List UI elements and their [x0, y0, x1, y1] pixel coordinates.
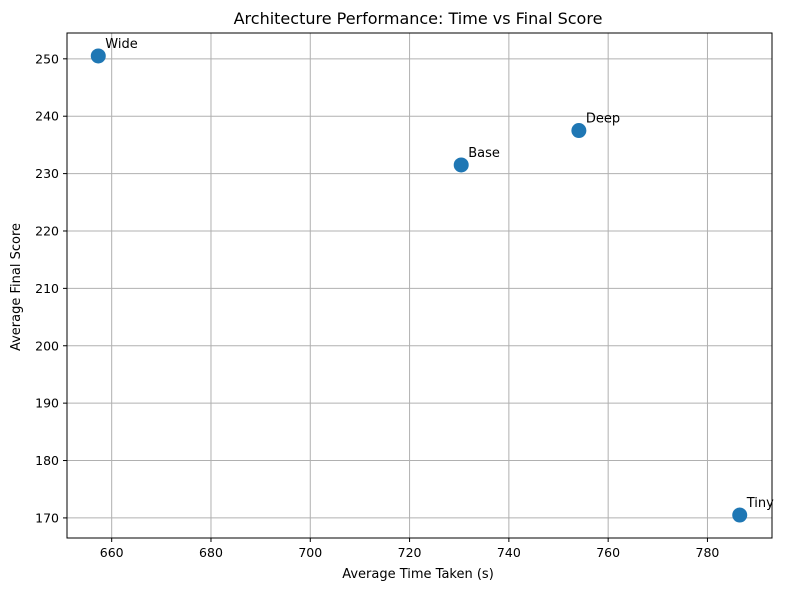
- y-tick-label: 220: [35, 223, 59, 238]
- x-tick-label: 740: [497, 545, 521, 560]
- data-point-wide: [90, 48, 106, 64]
- point-label-deep: Deep: [586, 112, 620, 127]
- chart-title: Architecture Performance: Time vs Final …: [234, 9, 603, 28]
- data-points: Wide Base Deep Tiny: [90, 37, 774, 523]
- x-tick-label: 760: [596, 545, 620, 560]
- x-tick-label: 700: [298, 545, 322, 560]
- x-tick-label: 720: [398, 545, 422, 560]
- point-label-base: Base: [468, 146, 500, 161]
- data-point-base: [453, 157, 469, 173]
- point-label-tiny: Tiny: [746, 496, 774, 511]
- y-tick-label: 210: [35, 281, 59, 296]
- y-tick-label: 250: [35, 51, 59, 66]
- x-tick-label: 660: [100, 545, 124, 560]
- y-tick-label: 190: [35, 396, 59, 411]
- data-point-deep: [571, 123, 587, 139]
- y-tick-label: 240: [35, 109, 59, 124]
- grid: [67, 33, 772, 538]
- x-tick-label: 780: [696, 545, 720, 560]
- plot-frame: [66, 32, 773, 539]
- x-tick-label: 680: [199, 545, 223, 560]
- y-axis-label: Average Final Score: [9, 223, 24, 351]
- ticks: 660 680 700 720 740 760 780 170 180 190 200 210 220 2…: [35, 51, 719, 560]
- point-label-wide: Wide: [105, 37, 137, 52]
- x-axis-label: Average Time Taken (s): [342, 567, 494, 582]
- y-tick-label: 200: [35, 338, 59, 353]
- data-point-tiny: [732, 507, 748, 523]
- y-tick-label: 230: [35, 166, 59, 181]
- y-tick-label: 180: [35, 453, 59, 468]
- y-tick-label: 170: [35, 510, 59, 525]
